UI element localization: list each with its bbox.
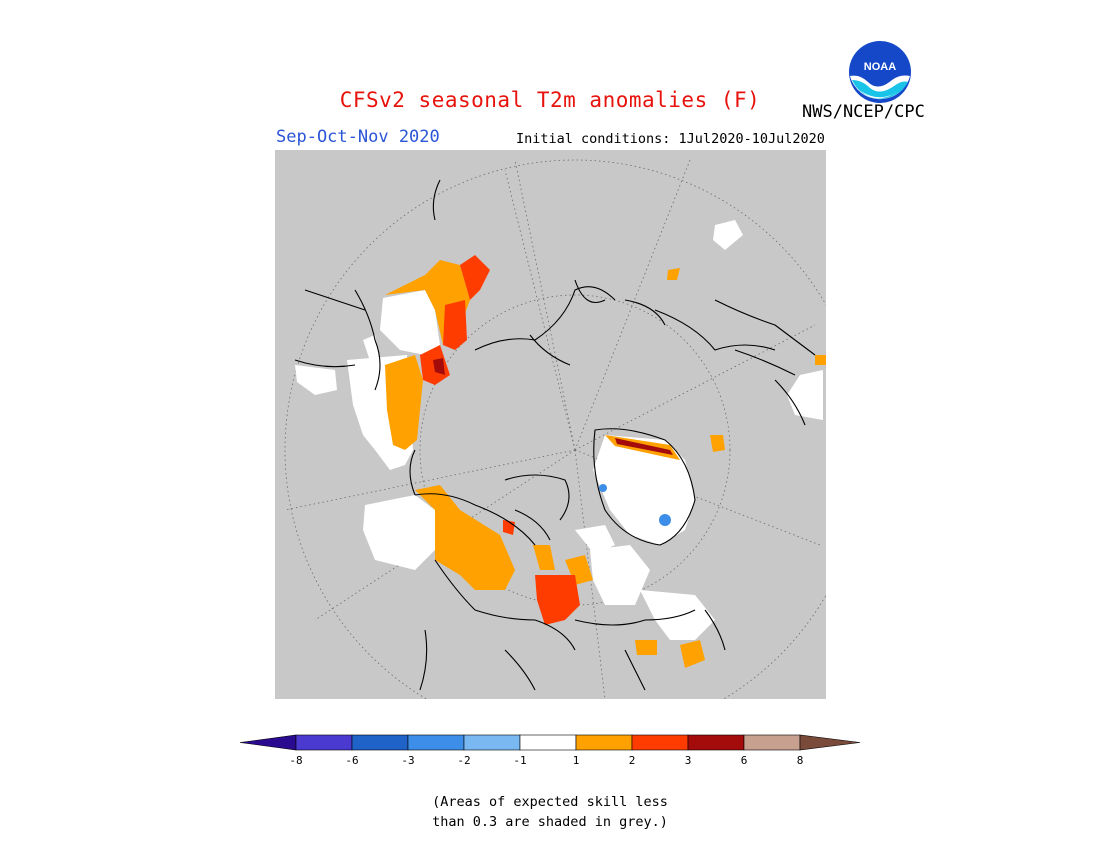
anomaly-near-normal-north-america [363,495,715,640]
legend-bin [295,734,353,751]
legend-tick-label: 2 [629,754,636,767]
anomaly-very-hot-eurasia [433,358,445,375]
forecast-period: Sep-Oct-Nov 2020 [276,127,440,147]
legend-arrow-low [239,734,297,751]
anomaly-warm-misc [667,268,826,365]
skill-note-line2: than 0.3 are shaded in grey.) [432,814,668,830]
legend-bin [407,734,465,751]
legend-bin [687,734,745,751]
legend-tick-label: -8 [289,754,302,767]
map-title: CFSv2 seasonal T2m anomalies (F) [339,88,761,112]
legend-tick-label: -2 [457,754,470,767]
polar-map [275,150,826,699]
legend-tick-label: -6 [345,754,358,767]
legend-bin [519,734,577,751]
legend-tick-labels: -8 -6 -3 -2 -1 1 2 3 6 8 [289,754,803,767]
legend-bins [239,734,861,751]
skill-note: (Areas of expected skill less than 0.3 a… [0,792,1100,832]
noaa-logo-text: NOAA [864,61,896,73]
agency-label: NWS/NCEP/CPC [802,102,925,122]
legend-tick-label: 1 [573,754,580,767]
legend-tick-label: 3 [685,754,692,767]
legend-bin [631,734,689,751]
legend-bin [743,734,801,751]
legend-bin [351,734,409,751]
initial-conditions: Initial conditions: 1Jul2020-10Jul2020 [516,131,825,147]
anomaly-cool-greenland [599,484,671,526]
legend-arrow-high [799,734,861,751]
legend-tick-label: 8 [797,754,804,767]
legend-bin [575,734,633,751]
legend-colorbar: -8 -6 -3 -2 -1 1 2 3 6 8 [239,734,861,767]
legend-bin [463,734,521,751]
noaa-logo: NOAA [849,41,911,103]
legend-tick-label: -3 [401,754,414,767]
coastlines [294,179,816,691]
anomaly-greenland-coast-hot [615,438,673,455]
legend-tick-label: -1 [513,754,526,767]
legend-tick-label: 6 [741,754,748,767]
skill-note-line1: (Areas of expected skill less [432,794,668,810]
